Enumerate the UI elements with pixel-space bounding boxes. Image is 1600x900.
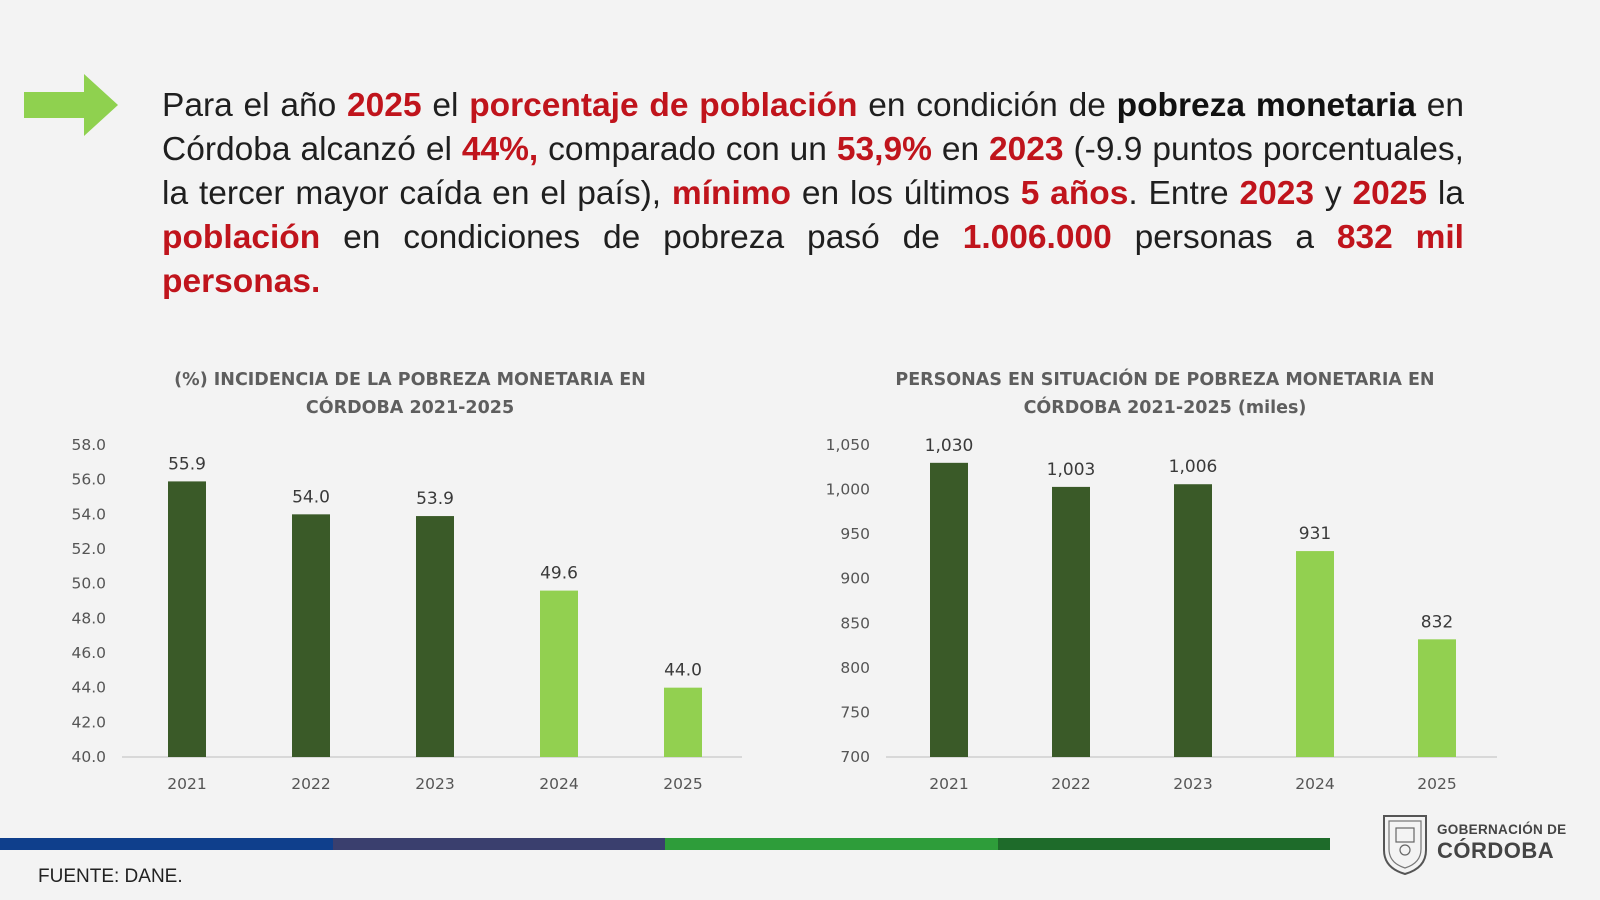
headline-segment: en [931, 131, 990, 168]
x-tick-label: 2023 [1173, 775, 1212, 793]
headline-segment: Para el año [162, 87, 348, 124]
y-tick-label: 1,050 [826, 436, 870, 454]
headline-segment: personas a [1111, 219, 1337, 256]
y-tick-label: 52.0 [71, 540, 106, 558]
headline-segment: el [421, 87, 470, 124]
y-tick-label: 750 [840, 703, 870, 721]
bar-2024 [1296, 551, 1334, 757]
headline-segment: en condición de [857, 87, 1117, 124]
headline-segment: 832 mil personas. [162, 219, 1464, 300]
headline-segment: 2023 [989, 131, 1064, 168]
headline-segment: y [1314, 175, 1353, 212]
y-tick-label: 46.0 [71, 644, 106, 662]
footer-stripe [332, 838, 665, 850]
chart-title-poor-persons: PERSONAS EN SITUACIÓN DE POBREZA MONETAR… [895, 370, 1435, 418]
headline-segment: en los últimos [791, 175, 1021, 212]
headline-segment: en condiciones de pobreza pasó de [320, 219, 963, 256]
footer-color-stripe [0, 838, 1330, 850]
bar-2025 [664, 687, 702, 757]
source-note: FUENTE: DANE. [38, 866, 183, 887]
arrow-icon [24, 74, 118, 136]
y-tick-label: 48.0 [71, 609, 106, 627]
headline-segment: porcentaje de población [469, 87, 858, 124]
headline-text: Para el año 2025 el porcentaje de poblac… [162, 84, 1464, 304]
bar-2022 [1052, 486, 1090, 757]
bar-2023 [1174, 484, 1212, 757]
y-tick-label: 1,000 [826, 481, 870, 499]
headline-segment: en Córdoba alcanzó el [162, 87, 1464, 168]
y-tick-label: 54.0 [71, 505, 106, 523]
bar-2024 [540, 590, 578, 757]
headline-segment: mínimo [671, 175, 792, 212]
x-tick-label: 2024 [539, 775, 578, 793]
x-tick-label: 2021 [929, 775, 968, 793]
data-label: 1,030 [925, 436, 974, 456]
footer-stripe [0, 838, 333, 850]
headline-segment: 2025 [1352, 175, 1428, 212]
x-tick-label: 2022 [291, 775, 330, 793]
footer-stripe [665, 838, 998, 850]
data-label: 44.0 [664, 661, 702, 681]
poverty-rate-bar-chart: 40.0 42.0 44.0 46.0 48.0 50.0 52.0 54.0 56.0 58.0… [71, 436, 742, 793]
headline-segment: (-9.9 puntos porcentuales, la tercer may… [162, 131, 1464, 212]
chart-title-poverty-rate: (%) INCIDENCIA DE LA POBREZA MONETARIA E… [174, 370, 646, 418]
bar-2021 [930, 462, 968, 757]
headline-segment: 5 años [1020, 175, 1129, 212]
headline-segment: la [1427, 175, 1464, 212]
headline-segment: población [162, 219, 321, 256]
headline-segment: . Entre [1128, 175, 1240, 212]
coat-of-arms-icon [1383, 815, 1427, 876]
headline-segment: 44%, [461, 131, 539, 168]
logo-line2: CÓRDOBA [1437, 838, 1555, 863]
gobernacion-cordoba-logo [1383, 815, 1427, 876]
y-tick-label: 700 [840, 748, 870, 766]
y-tick-label: 850 [840, 614, 870, 632]
poor-persons-bar-chart: 700 750 800 850 900 950 1,000 1,050 1,030 2021 1,0… [826, 436, 1497, 793]
logo-line1: GOBERNACIÓN DE [1437, 822, 1567, 837]
data-label: 53.9 [416, 489, 454, 509]
y-tick-label: 50.0 [71, 575, 106, 593]
headline-segment: 2025 [347, 87, 422, 124]
y-tick-label: 56.0 [71, 471, 106, 489]
x-tick-label: 2023 [415, 775, 454, 793]
y-tick-label: 800 [840, 659, 870, 677]
x-tick-label: 2025 [1417, 775, 1456, 793]
x-tick-label: 2025 [663, 775, 702, 793]
bar-2022 [292, 514, 330, 757]
y-tick-label: 58.0 [71, 436, 106, 454]
logo-text: GOBERNACIÓN DE CÓRDOBA [1437, 822, 1566, 864]
y-tick-label: 42.0 [71, 713, 106, 731]
data-label: 54.0 [292, 487, 330, 507]
footer-stripe [997, 838, 1330, 850]
data-label: 1,006 [1169, 457, 1218, 477]
x-tick-label: 2021 [167, 775, 206, 793]
bar-2025 [1418, 639, 1456, 757]
data-label: 1,003 [1047, 460, 1096, 480]
headline-segment: pobreza monetaria [1116, 87, 1416, 124]
x-tick-label: 2024 [1295, 775, 1334, 793]
headline-segment: 1.006.000 [962, 219, 1112, 256]
bar-2021 [168, 481, 206, 757]
y-tick-label: 900 [840, 570, 870, 588]
y-tick-label: 44.0 [71, 679, 106, 697]
y-tick-label: 950 [840, 525, 870, 543]
data-label: 55.9 [168, 454, 206, 474]
data-label: 49.6 [540, 564, 578, 584]
data-label: 931 [1299, 524, 1331, 544]
bar-2023 [416, 516, 454, 757]
x-tick-label: 2022 [1051, 775, 1090, 793]
headline-segment: 2023 [1239, 175, 1315, 212]
headline-segment: 53,9% [836, 131, 932, 168]
data-label: 832 [1421, 612, 1453, 632]
headline-segment: comparado con un [538, 131, 837, 168]
y-tick-label: 40.0 [71, 748, 106, 766]
